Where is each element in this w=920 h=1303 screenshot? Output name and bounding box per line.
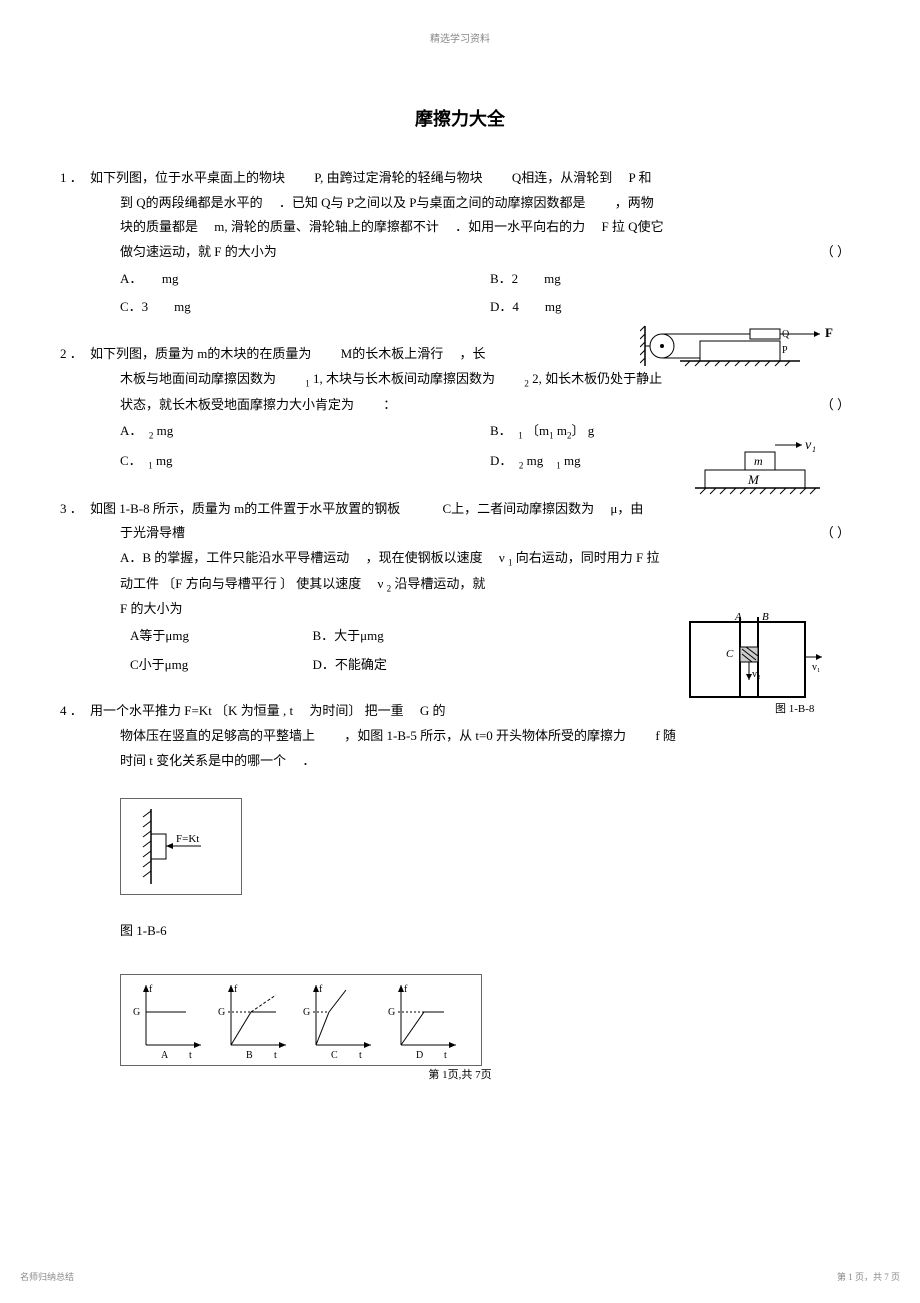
q3-option-b: B．大于μmg xyxy=(313,622,496,651)
svg-text:f: f xyxy=(149,984,153,995)
answer-paren: （ ） xyxy=(821,521,850,546)
q1-text: P 和 xyxy=(629,170,652,185)
q3-text: F 的大小为 xyxy=(120,601,182,616)
q4-text: G 的 xyxy=(420,703,446,718)
q3-number: 3 ． xyxy=(60,497,83,522)
q1-option-a: A． mg xyxy=(120,265,490,294)
question-1: 1 ． 如下列图，位于水平桌面上的物块 P, 由跨过定滑轮的轻绳与物块 Q相连，… xyxy=(60,166,860,322)
q2-text: ，长 xyxy=(459,346,485,361)
q4-text: 物体压在竖直的足够高的平整墙上 xyxy=(120,728,315,743)
q2-sub: 1 xyxy=(305,378,310,388)
q2-text: ： xyxy=(383,397,396,412)
q1-text: 做匀速运动，就 F 的大小为 xyxy=(120,244,277,259)
q3-text: 沿导槽运动，就 xyxy=(394,576,485,591)
q2-text: M的长木板上滑行 xyxy=(341,346,444,361)
svg-text:v₂: v₂ xyxy=(752,669,761,680)
svg-text:G: G xyxy=(388,1007,395,1018)
q3-text: 如图 1-B-8 所示，质量为 m的工件置于水平放置的钢板 xyxy=(90,501,400,516)
q1-text: F 拉 Q使它 xyxy=(601,219,663,234)
svg-text:M: M xyxy=(747,472,760,487)
q3-text: C上，二者间动摩擦因数为 xyxy=(442,501,594,516)
page-title: 摩擦力大全 xyxy=(60,105,860,131)
q4-figure-wall: F=Kt xyxy=(120,798,860,904)
svg-text:B: B xyxy=(246,1050,253,1061)
answer-paren: （ ） xyxy=(821,240,850,265)
svg-text:C: C xyxy=(331,1050,338,1061)
q1-text: ，两物 xyxy=(615,195,654,210)
q1-text: ．如用一水平向右的力 xyxy=(455,219,585,234)
svg-text:A: A xyxy=(161,1050,169,1061)
q1-option-b: B．2 mg xyxy=(490,265,860,294)
q3-text: 于光滑导槽 xyxy=(120,525,185,540)
q3-option-a: A等于μmg xyxy=(130,622,313,651)
q3-text: ν xyxy=(499,550,505,565)
q3-option-c: C小于μmg xyxy=(130,651,313,680)
svg-text:f: f xyxy=(404,984,408,995)
answer-paren: （ ） xyxy=(821,393,850,418)
q4-graphs: f G A t f G B xyxy=(120,974,860,1075)
q1-text: Q相连，从滑轮到 xyxy=(512,170,612,185)
svg-text:G: G xyxy=(303,1007,310,1018)
svg-text:A: A xyxy=(734,612,742,623)
svg-text:B: B xyxy=(762,612,769,623)
svg-text:t: t xyxy=(274,1050,277,1061)
q4-text: ，如图 1-B-5 所示，从 t=0 开头物体所受的摩擦力 xyxy=(344,728,626,743)
q3-text: A．B 的掌握，工件只能沿水平导槽运动 xyxy=(120,550,349,565)
svg-text:v₁: v₁ xyxy=(812,662,821,673)
q1-text: P, 由跨过定滑轮的轻绳与物块 xyxy=(314,170,482,185)
header-note: 精选学习资料 xyxy=(60,30,860,45)
footer-left: 名师归纳总结 xyxy=(20,1270,74,1283)
q4-number: 4 ． xyxy=(60,699,83,724)
q2-option-a: A． 2 mg xyxy=(120,417,490,447)
q1-text: ．已知 Q与 P之间以及 P与桌面之间的动摩擦因数都是 xyxy=(279,195,586,210)
question-2: 2 ． 如下列图，质量为 m的木块的在质量为 M的长木板上滑行 ，长 木板与地面… xyxy=(60,342,860,476)
q1-option-d: D．4 mg xyxy=(490,293,860,322)
svg-text:C: C xyxy=(726,648,734,660)
q3-sub: 1 xyxy=(508,558,513,568)
q2-text: 木板与地面间动摩擦因数为 xyxy=(120,371,276,386)
q4-text: f 随 xyxy=(655,728,676,743)
svg-text:F=Kt: F=Kt xyxy=(176,833,199,845)
q2-text: 状态，就长木板受地面摩擦力大小肯定为 xyxy=(120,397,354,412)
q1-text: m, 滑轮的质量、滑轮轴上的摩擦都不计 xyxy=(214,219,439,234)
svg-text:F: F xyxy=(825,325,833,340)
q1-text: 块的质量都是 xyxy=(120,219,198,234)
q2-text: 2, 如长木板仍处于静止 xyxy=(532,371,662,386)
svg-text:D: D xyxy=(416,1050,423,1061)
svg-text:f: f xyxy=(234,984,238,995)
svg-text:m: m xyxy=(754,454,763,468)
q4-text: 为时间〕 把一重 xyxy=(309,703,403,718)
q4-text: ． xyxy=(302,753,315,768)
q4-caption: 图 1-B-6 xyxy=(120,919,860,944)
svg-text:t: t xyxy=(444,1050,447,1061)
q4-text: 用一个水平推力 F=Kt 〔K 为恒量 , t xyxy=(90,703,293,718)
svg-text:f: f xyxy=(319,984,323,995)
q1-option-c: C．3 mg xyxy=(120,293,490,322)
q1-text: 如下列图，位于水平桌面上的物块 xyxy=(90,170,285,185)
question-4: 4 ． 用一个水平推力 F=Kt 〔K 为恒量 , t 为时间〕 把一重 G 的… xyxy=(60,699,860,1085)
q3-text: μ，由 xyxy=(610,501,643,516)
q3-text: 向右运动，同时用力 F 拉 xyxy=(516,550,660,565)
q2-text: 1, 木块与长木板间动摩擦因数为 xyxy=(313,371,495,386)
question-3: 3 ． 如图 1-B-8 所示，质量为 m的工件置于水平放置的钢板 C上，二者间… xyxy=(60,497,860,680)
svg-text:t: t xyxy=(189,1050,192,1061)
q3-text: 动工件 〔F 方向与导槽平行 〕 使其以速度 xyxy=(120,576,361,591)
q1-text: 到 Q的两段绳都是水平的 xyxy=(120,195,263,210)
svg-text:t: t xyxy=(359,1050,362,1061)
svg-text:G: G xyxy=(218,1007,225,1018)
q3-option-d: D．不能确定 xyxy=(313,651,496,680)
footer-right: 第 1 页，共 7 页 xyxy=(837,1270,900,1283)
q2-text: 如下列图，质量为 m的木块的在质量为 xyxy=(90,346,311,361)
q2-number: 2 ． xyxy=(60,342,83,367)
svg-text:G: G xyxy=(133,1007,140,1018)
q2-option-c: C． 1 mg xyxy=(120,447,490,477)
q2-sub: 2 xyxy=(524,378,529,388)
q3-text: ν xyxy=(378,576,384,591)
q3-text: ，现在使钢板以速度 xyxy=(366,550,483,565)
q4-text: 时间 t 变化关系是中的哪一个 xyxy=(120,753,286,768)
q3-sub: 2 xyxy=(387,583,392,593)
svg-text:v₁: v₁ xyxy=(805,438,816,453)
q1-number: 1 ． xyxy=(60,166,83,191)
